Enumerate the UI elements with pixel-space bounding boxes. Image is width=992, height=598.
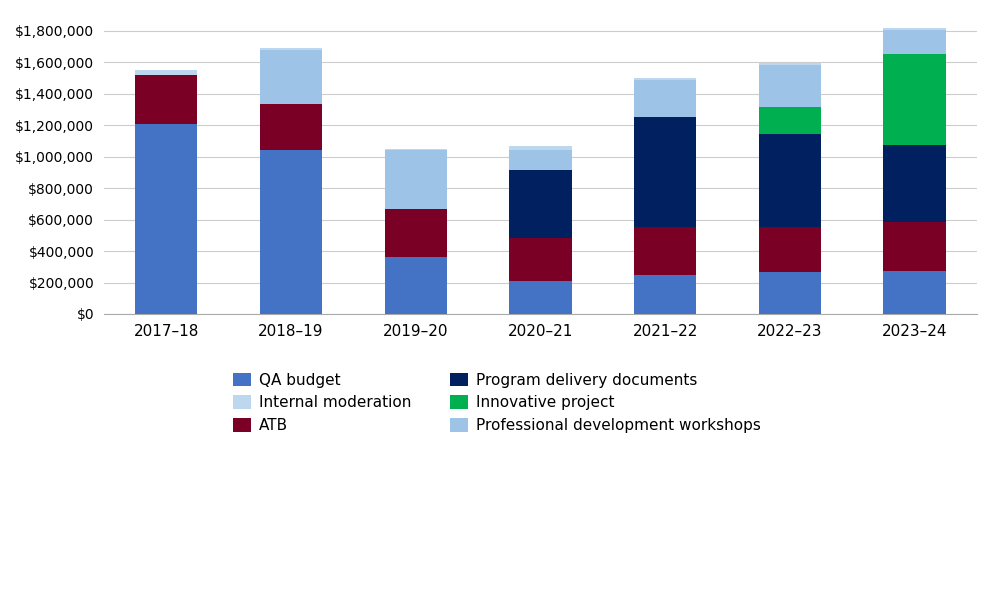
- Bar: [385, 150, 446, 209]
- Bar: [135, 70, 197, 75]
- Bar: [884, 271, 945, 314]
- Bar: [634, 117, 696, 227]
- Bar: [135, 75, 197, 124]
- Legend: QA budget, Internal moderation, ATB, Program delivery documents, Innovative proj: QA budget, Internal moderation, ATB, Pro…: [227, 367, 767, 439]
- Bar: [884, 28, 945, 30]
- Bar: [634, 78, 696, 80]
- Bar: [385, 209, 446, 257]
- Bar: [509, 150, 571, 170]
- Bar: [759, 134, 821, 227]
- Bar: [759, 227, 821, 272]
- Bar: [135, 124, 197, 314]
- Bar: [634, 80, 696, 117]
- Bar: [509, 281, 571, 314]
- Bar: [509, 147, 571, 150]
- Bar: [884, 145, 945, 222]
- Bar: [260, 48, 322, 50]
- Bar: [759, 272, 821, 314]
- Bar: [884, 30, 945, 54]
- Bar: [634, 227, 696, 274]
- Bar: [260, 50, 322, 104]
- Bar: [509, 170, 571, 237]
- Bar: [759, 65, 821, 107]
- Bar: [509, 237, 571, 281]
- Bar: [260, 150, 322, 314]
- Bar: [385, 149, 446, 150]
- Bar: [385, 257, 446, 314]
- Bar: [260, 104, 322, 150]
- Bar: [634, 274, 696, 314]
- Bar: [759, 63, 821, 65]
- Bar: [884, 54, 945, 145]
- Bar: [759, 107, 821, 134]
- Bar: [884, 222, 945, 271]
